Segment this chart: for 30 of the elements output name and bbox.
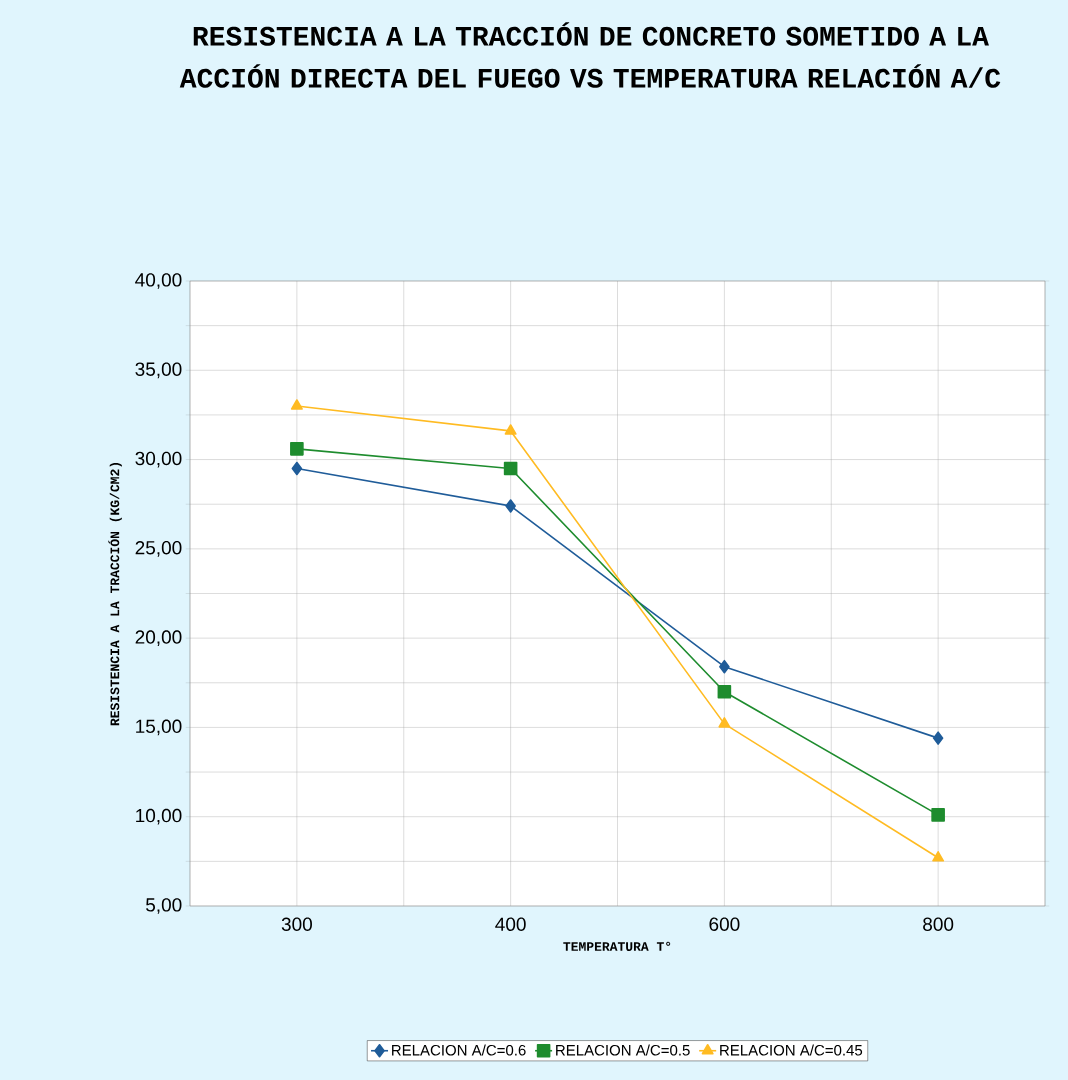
x-tick-label: 300: [281, 917, 312, 931]
point: [717, 684, 732, 699]
point: [932, 850, 945, 862]
point: [504, 424, 517, 435]
point: [932, 731, 944, 745]
y-axis-title: RESISTENCIA A LA TRACCIÓN (KG/CM2): [108, 463, 122, 726]
point: [291, 461, 303, 476]
point: [503, 461, 518, 476]
x-axis-title: TEMPERATURA T°: [563, 941, 671, 951]
point: [718, 717, 731, 728]
point: [290, 442, 304, 456]
point: [719, 659, 730, 674]
chart-title: RESISTENCIA A LA TRACCIÓN DE CONCRETO SOMETIDO A LA ACCIÓN DIRECTA DEL FUEGO VS TEMPERATURA RELACIÓN A/C: [179, 22, 1001, 88]
y-tick-label: 5,00: [146, 898, 182, 914]
y-tick-label: 25,00: [135, 541, 182, 557]
x-tick-label: 600: [709, 917, 740, 931]
legend-label: RELACION A/C=0.5: [556, 1044, 690, 1056]
x-tick-label: 800: [923, 917, 954, 931]
legend-label: RELACION A/C=0.45: [720, 1044, 863, 1056]
y-tick-label: 20,00: [135, 630, 182, 646]
point: [505, 499, 516, 513]
x-tick-label: 400: [495, 917, 526, 931]
y-tick-label: 10,00: [136, 808, 182, 825]
y-tick-label: 30,00: [135, 451, 182, 468]
y-tick-label: 15,00: [136, 719, 182, 736]
point: [931, 808, 945, 822]
y-tick-label: 40,00: [135, 273, 182, 289]
y-tick-label: 35,00: [135, 362, 182, 379]
point: [290, 399, 303, 410]
legend-label: RELACION A/C=0.6: [392, 1044, 526, 1056]
